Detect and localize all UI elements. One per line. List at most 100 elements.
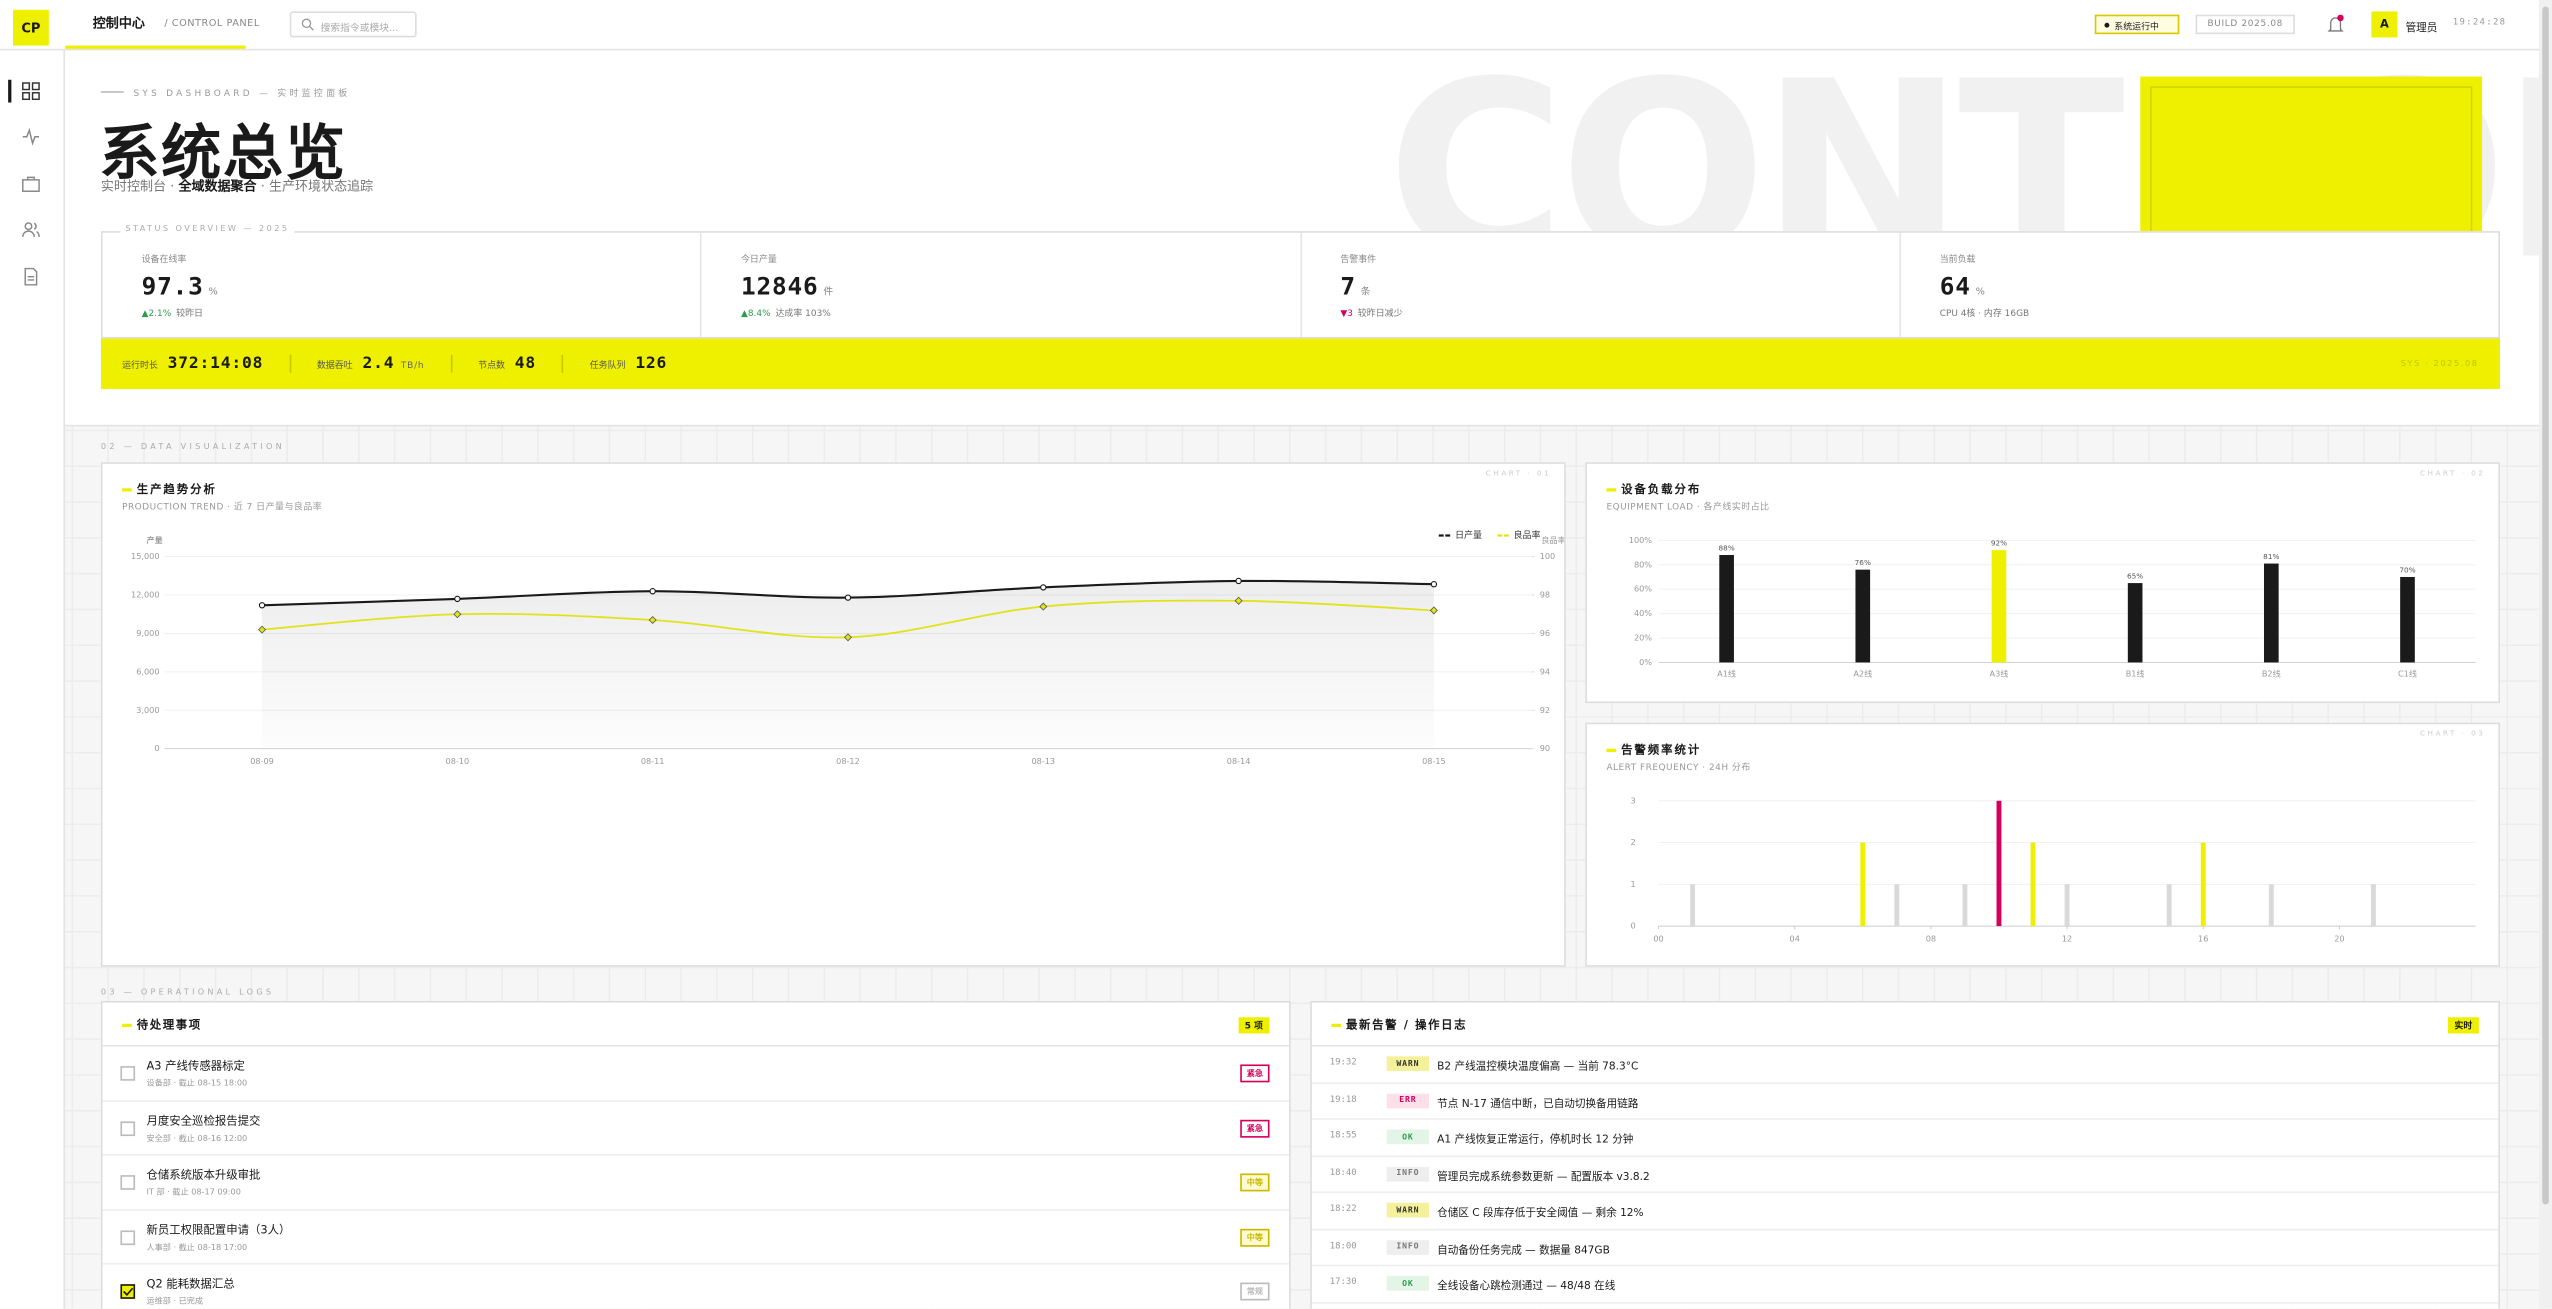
notification-bell[interactable] [2326,13,2346,36]
checkbox[interactable] [120,1284,136,1299]
bar [2400,576,2415,663]
value-label: 70% [2399,565,2415,574]
stat-unit: % [208,286,218,298]
point-marker [1235,577,1242,585]
todo-row[interactable]: 仓储系统版本升级审批 IT 部 · 截止 08-17 09:00 中等 [102,1156,1290,1211]
bar [2064,884,2070,927]
y-tick-label: 1 [1631,879,1636,889]
log-text: 全线设备心跳检测通过 — 48/48 在线 [1437,1279,1616,1293]
y2-tick-label: 92 [1540,705,1550,715]
bar [1962,884,1968,927]
chart-card: 0 1 2 3 00 04 08 12 16 20 告警频率统计 ALERT FREQUENCY · … [1585,722,2500,967]
chart-title: 告警频率统计 [1606,743,1702,757]
x-tick-label: B1线 [2126,668,2145,678]
bar [2371,884,2376,927]
point-marker [454,595,461,603]
x-tick-label: 08-09 [250,756,274,766]
point-marker [648,615,657,625]
point-marker [453,610,462,619]
stat-unit: % [1975,286,1985,298]
stat-delta: ▼3 较昨日减少 [1340,306,1899,319]
checkbox[interactable] [120,1229,136,1245]
todo-tag: 紧急 [1240,1064,1270,1083]
user-name[interactable]: 管理员 [2405,21,2438,35]
log-row: 18:55 OK A1 产线恢复正常运行，停机时长 12 分钟 [1311,1120,2499,1157]
todo-title: 仓储系统版本升级审批 [146,1168,261,1182]
stat-value-row: 64% [1940,270,2499,301]
todo-meta: 运维部 · 已完成 [146,1297,204,1307]
log-row: 19:32 WARN B2 产线温控模块温度偏高 — 当前 78.3°C [1311,1047,2499,1084]
y-tick-label: 9,000 [136,628,159,638]
panel-badge: 实时 [2447,1017,2479,1034]
stat-label: 告警事件 [1340,255,1377,266]
checkbox[interactable] [120,1175,136,1190]
delta: ▼3 [1340,309,1353,320]
nav-documents[interactable] [21,267,41,287]
y2-tick-label: 96 [1540,628,1550,638]
point-marker [1234,596,1243,605]
todo-title: Q2 能耗数据汇总 [146,1277,235,1291]
log-text: 管理员完成系统参数更新 — 配置版本 v3.8.2 [1437,1169,1650,1183]
checkbox[interactable] [120,1120,136,1136]
scroll-thumb[interactable] [2542,6,2549,1205]
point-marker [649,588,656,595]
stat-label: 当前负载 [1939,255,1976,266]
todo-row[interactable]: 月度安全巡检报告提交 安全部 · 截止 08-16 12:00 紧急 [102,1101,1290,1156]
point-marker [1039,602,1048,611]
x-tick-label: 16 [2198,934,2208,944]
y-tick-label: 20% [1634,633,1652,643]
checkbox[interactable] [120,1066,136,1081]
bar [2263,563,2279,663]
todo-meta: IT 部 · 截止 08-17 09:00 [146,1188,241,1198]
logo[interactable]: CP [13,9,49,46]
scrollbar[interactable] [2539,0,2552,1309]
stat-value-row: 97.3% [142,270,701,301]
todo-meta: 安全部 · 截止 08-16 12:00 [146,1133,248,1144]
chart-card: 0% 20% 40% 60% 80% 100% 88% A1线 76% A2线 92% A3线 65% B… [1585,462,2500,704]
section-label: 03 — OPERATIONAL LOGS [100,987,275,998]
stat-value-row: 12846 件 [741,270,1300,301]
todo-row[interactable]: Q2 能耗数据汇总 运维部 · 已完成 常规 [103,1265,1290,1309]
todo-tag: 中等 [1240,1173,1270,1192]
strip-item: 任务队列 126 [562,354,693,373]
chart: 0% 20% 40% 60% 80% 100% 88% A1线 76% A2线 92% A3线 65% B… [1629,535,2476,678]
todo-panel: 待处理事项 5 项 A3 产线传感器标定 设备部 · 截止 08-15 18:00 紧… [100,1000,1291,1309]
bar [2268,884,2274,927]
delta: ▲8.4% [740,309,771,320]
status-pill: 系统运行中 [2094,14,2180,35]
strip-label: 任务队列 [589,361,626,372]
strip-item: 节点数 48 [450,354,562,373]
nav-dashboard[interactable] [21,81,41,101]
log-text: 仓储区 C 段库存低于安全阈值 — 剩余 12% [1437,1206,1644,1220]
bar [1996,800,2002,927]
section-label: 02 — DATA VISUALIZATION [100,442,285,453]
search-box[interactable]: 搜索指令或模块... [289,11,417,38]
log-row: 18:00 INFO 自动备份任务完成 — 数据量 847GB [1311,1230,2499,1267]
y-tick-label: 100% [1629,535,1653,545]
strip-value: 2.4 [362,354,395,373]
nav-briefcase[interactable] [21,174,41,194]
nav-activity[interactable] [21,127,41,147]
todo-row[interactable]: A3 产线传感器标定 设备部 · 截止 08-15 18:00 紧急 [102,1047,1290,1102]
stat-label: 今日产量 [740,255,777,266]
log-level: OK [1386,1129,1430,1145]
panel-header: 最新告警 / 操作日志 实时 [1311,1003,2499,1047]
chart-title: 设备负载分布 [1606,483,1702,497]
todo-row[interactable]: 新员工权限配置申请（3人） 人事部 · 截止 08-18 17:00 中等 [102,1210,1290,1265]
active-indicator [8,79,12,103]
x-tick-label: 04 [1790,934,1800,944]
app-title[interactable]: 控制中心 [92,16,145,31]
bar [2166,884,2172,927]
bar [1991,550,2007,663]
avatar[interactable]: A [2371,11,2398,38]
stat-card: 告警事件 7 条 ▼3 较昨日减少 [1299,232,1899,337]
nav-users[interactable] [21,220,41,240]
panel-title: 待处理事项 [122,1018,202,1032]
point-marker [1430,581,1438,588]
strip-item: 数据吞吐 2.4 TB/h [289,354,450,373]
y-tick-label: 40% [1634,608,1652,618]
stat-card: 设备在线率 97.3% ▲2.1% 较昨日 [103,233,701,337]
overview-label: STATUS OVERVIEW — 2025 [120,224,295,235]
